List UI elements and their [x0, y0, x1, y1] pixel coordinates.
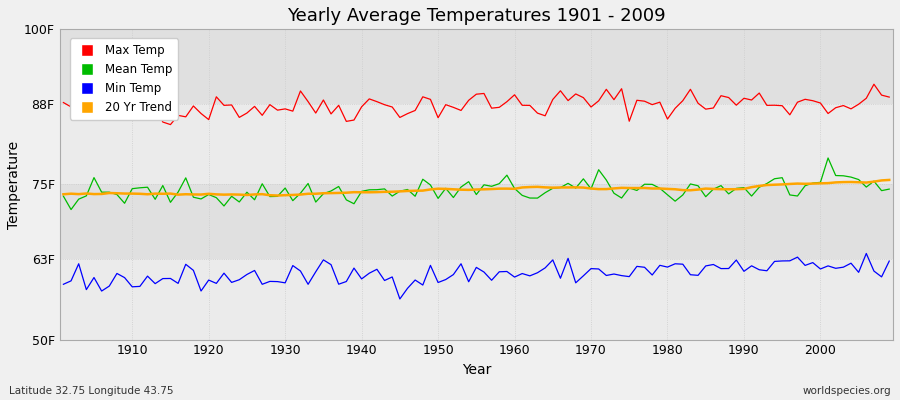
Text: Latitude 32.75 Longitude 43.75: Latitude 32.75 Longitude 43.75 [9, 386, 174, 396]
Title: Yearly Average Temperatures 1901 - 2009: Yearly Average Temperatures 1901 - 2009 [287, 7, 666, 25]
Bar [59, 259, 893, 340]
Text: worldspecies.org: worldspecies.org [803, 386, 891, 396]
Bar [59, 104, 893, 184]
Legend: Max Temp, Mean Temp, Min Temp, 20 Yr Trend: Max Temp, Mean Temp, Min Temp, 20 Yr Tre… [69, 38, 178, 120]
Y-axis label: Temperature: Temperature [7, 140, 21, 228]
Bar [59, 29, 893, 104]
X-axis label: Year: Year [462, 363, 491, 377]
Bar [59, 184, 893, 259]
